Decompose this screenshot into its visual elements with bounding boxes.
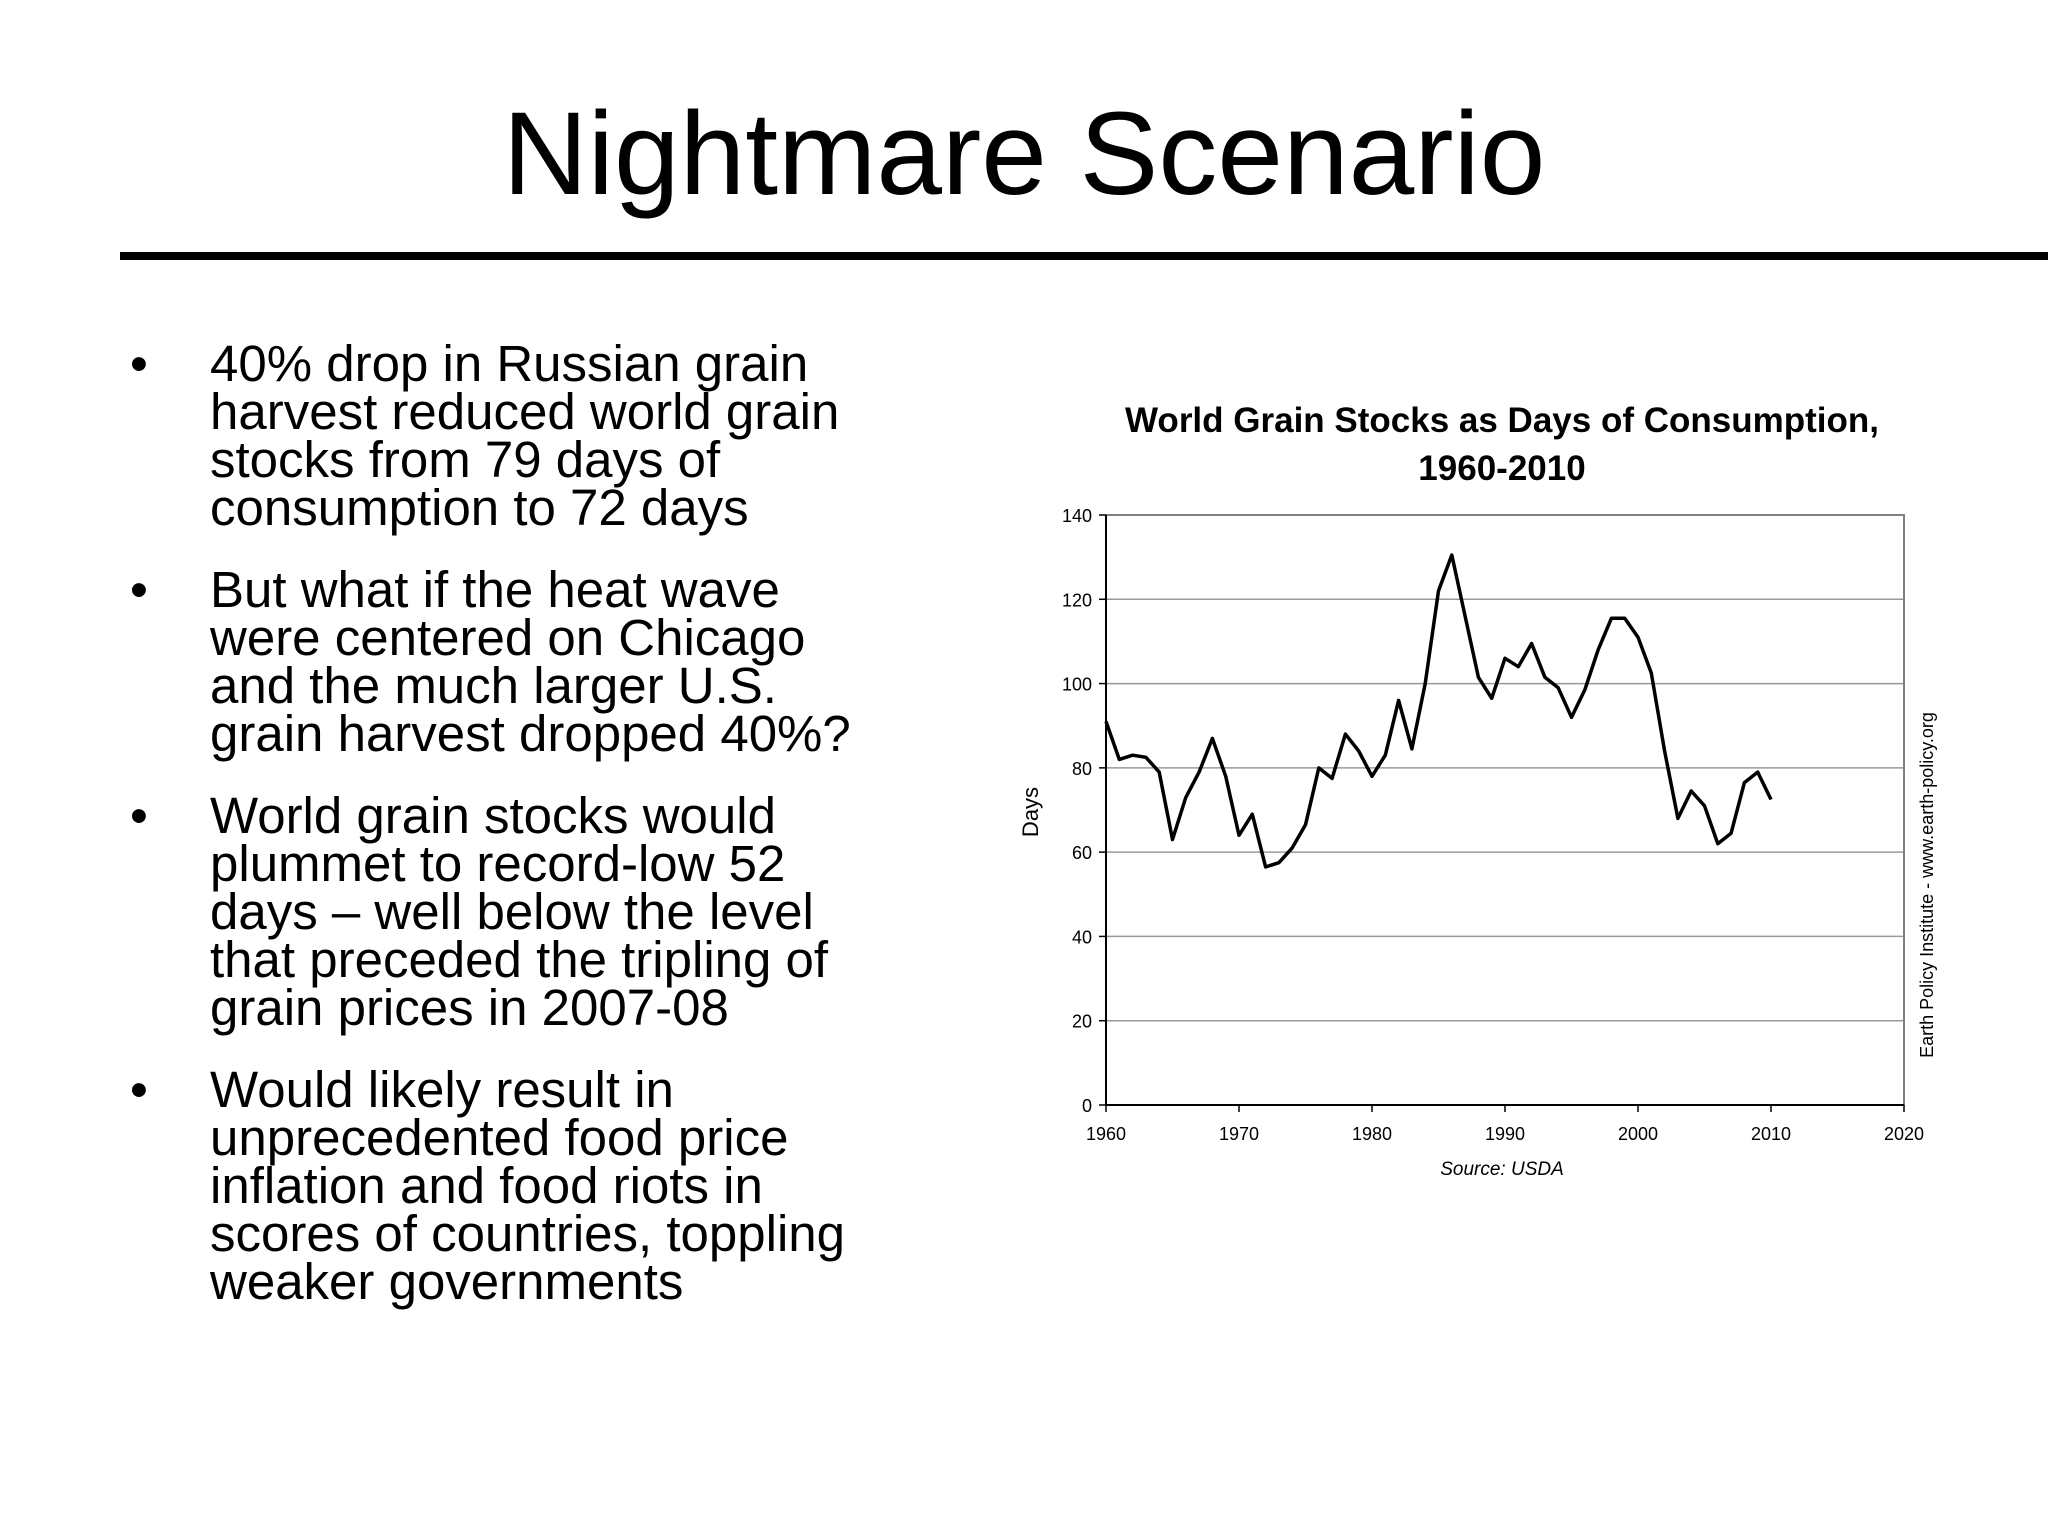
bullet-line: days – well below the level: [210, 883, 814, 940]
bullet-list: • 40% drop in Russian grain harvest redu…: [130, 335, 930, 1340]
chart-grid: [1106, 598, 1904, 1022]
y-tick-label: 140: [1062, 506, 1092, 526]
y-tick-label: 80: [1072, 759, 1092, 779]
bullet-dot: •: [130, 335, 148, 392]
x-tick-label: 1960: [1086, 1124, 1126, 1144]
bullet-line: weaker governments: [210, 1253, 684, 1310]
x-tick-label: 2010: [1751, 1124, 1791, 1144]
bullet-line: But what if the heat wave: [210, 561, 780, 618]
chart-title-line-2: 1960-2010: [1418, 449, 1585, 488]
chart-axes: 0 20 40 60 80 100 120 140 1960 1970 1980 1990 2000 20…: [1062, 506, 1924, 1144]
bullet-line: were centered on Chicago: [210, 609, 806, 666]
bullet-item: • 40% drop in Russian grain harvest redu…: [130, 335, 930, 536]
bullet-line: grain prices in 2007-08: [210, 979, 729, 1036]
bullet-line: consumption to 72 days: [210, 479, 749, 536]
bullet-line: that preceded the tripling of: [210, 931, 829, 988]
x-tick-label: 1970: [1219, 1124, 1259, 1144]
bullet-line: scores of countries, toppling: [210, 1205, 846, 1262]
slide-title: Nightmare Scenario: [502, 88, 1546, 220]
y-tick-label: 0: [1082, 1096, 1092, 1116]
y-tick-label: 100: [1062, 675, 1092, 695]
y-tick-label: 120: [1062, 590, 1092, 610]
bullet-line: plummet to record-low 52: [210, 835, 786, 892]
bullet-item: • World grain stocks would plummet to re…: [130, 787, 930, 1036]
bullet-line: stocks from 79 days of: [210, 431, 721, 488]
bullet-line: World grain stocks would: [210, 787, 776, 844]
series-line: [1104, 553, 1773, 869]
bullet-dot: •: [130, 561, 148, 618]
grain-stocks-chart: 0 20 40 60 80 100 120 140 1960 1970 1980 1990 2000 20…: [1018, 401, 1937, 1180]
bullet-item: • Would likely result in unprecedented f…: [130, 1061, 930, 1310]
bullet-item: • But what if the heat wave were centere…: [130, 561, 930, 762]
chart-source: Source: USDA: [1440, 1159, 1564, 1180]
chart-side-note: Earth Policy Institute - www.earth-polic…: [1917, 712, 1937, 1058]
y-axis-label: Days: [1018, 787, 1043, 837]
x-tick-label: 2000: [1618, 1124, 1658, 1144]
bullet-dot: •: [130, 787, 148, 844]
y-tick-label: 40: [1072, 927, 1092, 947]
x-tick-label: 1990: [1485, 1124, 1525, 1144]
bullet-line: 40% drop in Russian grain: [210, 335, 809, 392]
bullet-dot: •: [130, 1061, 148, 1118]
bullet-line: inflation and food riots in: [210, 1157, 763, 1214]
bullet-line: and the much larger U.S.: [210, 657, 777, 714]
chart-title-line-1: World Grain Stocks as Days of Consumptio…: [1125, 401, 1879, 440]
plot-frame: [1105, 514, 1905, 1106]
x-tick-label: 2020: [1884, 1124, 1924, 1144]
y-tick-label: 60: [1072, 843, 1092, 863]
y-tick-label: 20: [1072, 1012, 1092, 1032]
bullet-line: Would likely result in: [210, 1061, 674, 1118]
bullet-line: harvest reduced world grain: [210, 383, 840, 440]
x-tick-label: 1980: [1352, 1124, 1392, 1144]
bullet-line: unprecedented food price: [210, 1109, 789, 1166]
title-divider: [120, 252, 2048, 260]
bullet-line: grain harvest dropped 40%?: [210, 705, 851, 762]
